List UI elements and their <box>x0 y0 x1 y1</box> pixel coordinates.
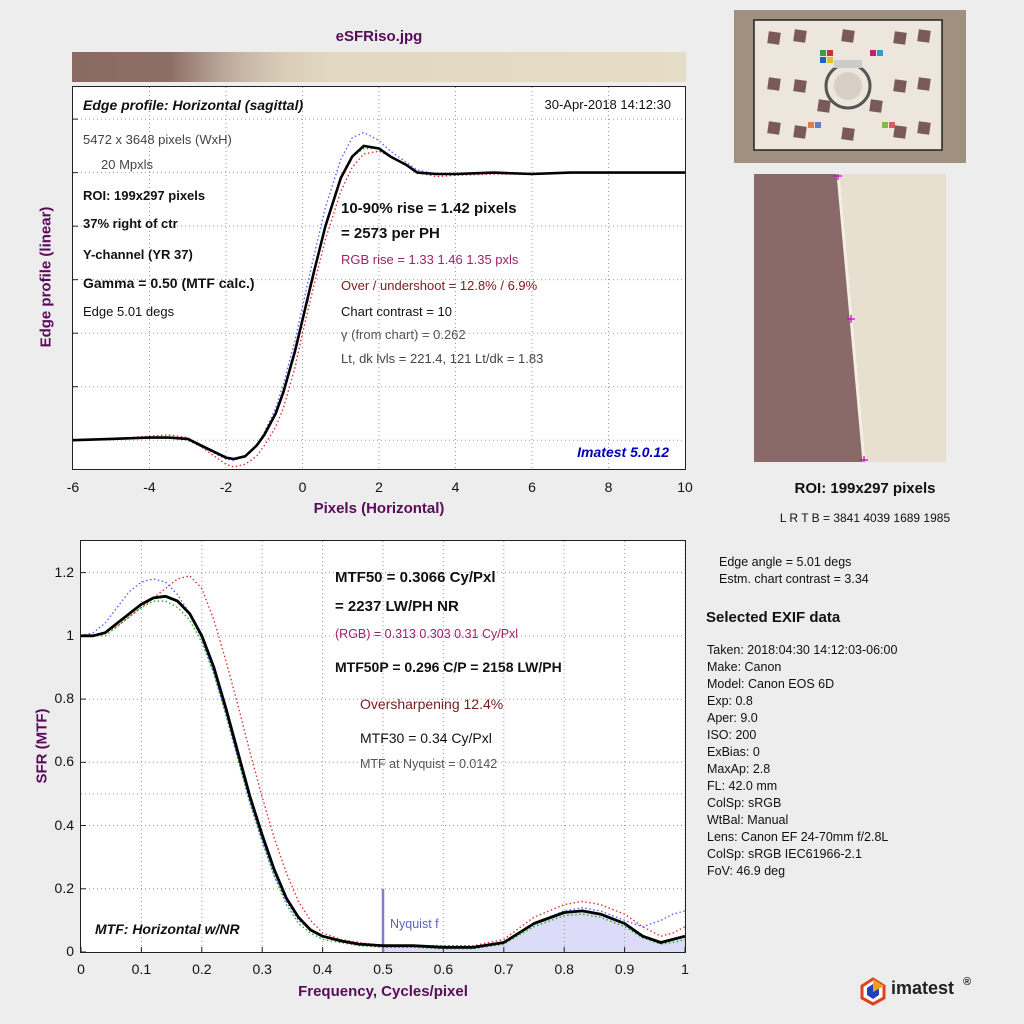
mtf-y-tick-label: 0.2 <box>54 879 74 896</box>
mtf-x-tick-label: 0.4 <box>312 961 333 977</box>
mtf-title: MTF: Horizontal w/NR <box>95 921 240 937</box>
edge-x-tick-label: 0 <box>298 479 307 495</box>
mtf-x-tick-label: 0.2 <box>192 961 212 977</box>
exif-item: Exp: 0.8 <box>707 694 753 708</box>
edge-profile-plot: Edge profile: Horizontal (sagittal) 30-A… <box>72 86 686 470</box>
exif-item: ColSp: sRGB IEC61966-2.1 <box>707 847 862 861</box>
timestamp: 30-Apr-2018 14:12:30 <box>544 97 671 112</box>
mtf-y-tick-label: 0.6 <box>54 753 74 770</box>
version-label: Imatest 5.0.12 <box>577 444 669 460</box>
mtf-y-tick-label: 1 <box>66 626 74 643</box>
edge-title: Edge profile: Horizontal (sagittal) <box>83 97 304 113</box>
edge-series-r <box>73 150 685 468</box>
exif-title: Selected EXIF data <box>706 609 841 626</box>
mtf-x-tick-label: 1 <box>681 961 689 977</box>
mtf-y-tick-label: 0 <box>66 943 74 959</box>
mtf-y-tick-label: 0.4 <box>54 816 74 833</box>
overshoot: Over / undershoot = 12.8% / 6.9% <box>341 278 538 293</box>
edge-series-y <box>73 144 685 461</box>
mtf-y-label: SFR (MTF) <box>33 708 51 784</box>
mtf30-value: MTF30 = 0.34 Cy/Pxl <box>360 730 492 746</box>
exif-item: Model: Canon EOS 6D <box>707 677 835 691</box>
mtf-x-label: Frequency, Cycles/pixel <box>298 983 468 1000</box>
imatest-logo-text: imatest <box>891 978 955 998</box>
mtf-x-tick-label: 0.5 <box>373 961 393 977</box>
mtf-svg <box>81 541 685 952</box>
mtf-x-tick-label: 0.9 <box>614 961 635 977</box>
edge-series-b <box>73 131 685 461</box>
edge-x-tick-label: 8 <box>604 479 613 495</box>
chart-thumbnail-svg <box>753 19 943 151</box>
mtf-y-tick-label: 0.8 <box>54 690 74 707</box>
gamma: Gamma = 0.50 (MTF calc.) <box>83 275 255 291</box>
roi-position: 37% right of ctr <box>83 216 178 231</box>
mtf-at-nyquist: MTF at Nyquist = 0.0142 <box>360 757 498 771</box>
roi-coords: L R T B = 3841 4039 1689 1985 <box>779 511 951 525</box>
mtf-x-tick-label: 0 <box>77 961 85 977</box>
per-ph-value: = 2573 per PH <box>341 225 440 242</box>
chart-contrast: Chart contrast = 10 <box>341 304 452 319</box>
exif-item: ColSp: sRGB <box>707 796 782 810</box>
info-contrast: Estm. chart contrast = 3.34 <box>719 572 869 586</box>
exif-item: Lens: Canon EF 24-70mm f/2.8L <box>707 830 889 844</box>
oversharpening: Oversharpening 12.4% <box>360 696 504 712</box>
imatest-logo-mark: ® <box>963 976 972 988</box>
mtf-series-b <box>81 578 685 948</box>
exif-item: Taken: 2018:04:30 14:12:03-06:00 <box>707 643 898 657</box>
rgb-rise: RGB rise = 1.33 1.46 1.35 pxls <box>341 252 519 267</box>
roi-image-svg <box>754 174 946 462</box>
roi-label: ROI: 199x297 pixels <box>794 480 936 497</box>
mtf50-lwph: = 2237 LW/PH NR <box>335 598 459 615</box>
exif-item: ISO: 200 <box>707 728 757 742</box>
mtf-y-tick-label: 1.2 <box>54 563 74 580</box>
edge-x-tick-label: -2 <box>219 479 233 495</box>
mtf-x-tick-label: 0.6 <box>433 961 454 977</box>
edge-profile-svg <box>73 87 685 469</box>
edge-x-tick-label: 2 <box>375 479 383 495</box>
edge-angle: Edge 5.01 degs <box>83 304 175 319</box>
exif-item: MaxAp: 2.8 <box>707 762 771 776</box>
mtf-x-tick-label: 0.8 <box>554 961 574 977</box>
tone-gradient-bar <box>72 52 686 82</box>
file-title: eSFRiso.jpg <box>335 28 423 45</box>
info-edge-angle: Edge angle = 5.01 degs <box>719 555 852 569</box>
edge-x-label: Pixels (Horizontal) <box>313 500 445 517</box>
mtf50-value: MTF50 = 0.3066 Cy/Pxl <box>335 569 496 586</box>
edge-x-tick-label: 4 <box>451 479 460 495</box>
mtf-nyquist-area <box>383 910 685 952</box>
chart-thumbnail <box>734 10 966 163</box>
mtf-x-tick-label: 0.1 <box>131 961 152 977</box>
mtf-x-tick-label: 0.7 <box>494 961 514 977</box>
roi-size: ROI: 199x297 pixels <box>83 188 206 203</box>
gamma-from-chart: γ (from chart) = 0.262 <box>341 327 466 342</box>
edge-x-tick-label: -6 <box>66 479 80 495</box>
rise-value: 10-90% rise = 1.42 pixels <box>341 200 517 217</box>
edge-x-tick-label: 6 <box>528 479 536 495</box>
channel: Y-channel (YR 37) <box>83 247 193 262</box>
exif-item: WtBal: Manual <box>707 813 789 827</box>
exif-item: Make: Canon <box>707 660 782 674</box>
image-size: 5472 x 3648 pixels (WxH) <box>83 132 232 147</box>
mtf-x-tick-label: 0.3 <box>252 961 272 977</box>
edge-x-tick-label: -4 <box>143 479 156 495</box>
megapixels: 20 Mpxls <box>101 157 154 172</box>
exif-item: Aper: 9.0 <box>707 711 758 725</box>
mtf-series-y <box>81 594 685 949</box>
roi-image <box>754 174 946 462</box>
exif-item: ExBias: 0 <box>707 745 760 759</box>
mtf50-rgb: (RGB) = 0.313 0.303 0.31 Cy/Pxl <box>335 627 519 641</box>
levels: Lt, dk lvls = 221.4, 121 Lt/dk = 1.83 <box>341 351 544 366</box>
exif-item: FoV: 46.9 deg <box>707 864 786 878</box>
edge-y-label: Edge profile (linear) <box>37 206 55 348</box>
nyquist-label: Nyquist f <box>390 917 439 931</box>
edge-x-tick-label: 10 <box>677 479 693 495</box>
imatest-logo-icon <box>860 977 886 1006</box>
imatest-logo: imatest ® <box>858 976 978 1006</box>
mtf-plot: MTF50 = 0.3066 Cy/Pxl = 2237 LW/PH NR (R… <box>80 540 686 953</box>
mtf50p-value: MTF50P = 0.296 C/P = 2158 LW/PH <box>335 659 562 675</box>
exif-item: FL: 42.0 mm <box>707 779 778 793</box>
